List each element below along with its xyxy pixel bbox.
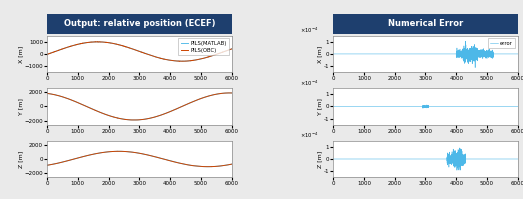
PILS(MATLAB) <box>88 154 94 156</box>
PILS(OBC) <box>203 166 209 168</box>
PILS(OBC) <box>229 163 235 165</box>
Y-axis label: Z [m]: Z [m] <box>317 150 322 168</box>
Legend: PILS(MATLAB), PILS(OBC): PILS(MATLAB), PILS(OBC) <box>178 38 229 55</box>
PILS(MATLAB) <box>207 165 213 168</box>
PILS(OBC) <box>46 52 52 55</box>
PILS(MATLAB) <box>229 92 235 94</box>
PILS(MATLAB) <box>226 92 233 94</box>
PILS(OBC) <box>226 163 232 166</box>
PILS(OBC) <box>128 151 134 153</box>
PILS(MATLAB) <box>226 49 232 51</box>
Line: PILS(MATLAB): PILS(MATLAB) <box>47 151 232 167</box>
Line: PILS(OBC): PILS(OBC) <box>47 93 232 120</box>
PILS(MATLAB) <box>183 163 189 166</box>
PILS(MATLAB) <box>116 150 122 152</box>
PILS(OBC) <box>88 107 94 109</box>
PILS(MATLAB) <box>94 41 100 43</box>
PILS(OBC) <box>46 164 52 166</box>
PILS(OBC) <box>183 103 189 106</box>
PILS(OBC) <box>115 150 121 152</box>
Text: $\times10^{-4}$: $\times10^{-4}$ <box>300 78 319 88</box>
Line: PILS(OBC): PILS(OBC) <box>47 151 232 167</box>
PILS(OBC) <box>44 92 50 95</box>
Legend: error: error <box>488 38 515 48</box>
PILS(OBC) <box>179 60 185 62</box>
Y-axis label: X [m]: X [m] <box>317 45 322 62</box>
PILS(OBC) <box>183 163 189 166</box>
Text: $\times10^{-4}$: $\times10^{-4}$ <box>300 26 319 35</box>
PILS(OBC) <box>226 92 232 94</box>
PILS(MATLAB) <box>44 164 50 166</box>
Line: PILS(OBC): PILS(OBC) <box>47 42 232 61</box>
PILS(MATLAB) <box>128 119 134 121</box>
PILS(MATLAB) <box>183 103 189 106</box>
PILS(MATLAB) <box>128 151 134 153</box>
PILS(MATLAB) <box>179 60 185 62</box>
Y-axis label: Y [m]: Y [m] <box>18 98 23 115</box>
Text: Numerical Error: Numerical Error <box>388 19 463 28</box>
PILS(MATLAB) <box>226 92 232 94</box>
PILS(MATLAB) <box>183 60 189 62</box>
PILS(MATLAB) <box>207 95 213 97</box>
PILS(OBC) <box>46 93 52 95</box>
PILS(OBC) <box>88 41 94 43</box>
PILS(OBC) <box>226 49 232 51</box>
Y-axis label: X [m]: X [m] <box>18 45 23 62</box>
Line: PILS(MATLAB): PILS(MATLAB) <box>47 42 232 61</box>
Text: $\times10^{-4}$: $\times10^{-4}$ <box>300 131 319 140</box>
PILS(MATLAB) <box>44 92 50 95</box>
PILS(MATLAB) <box>207 55 213 58</box>
PILS(MATLAB) <box>46 52 52 55</box>
PILS(MATLAB) <box>226 163 232 166</box>
PILS(OBC) <box>207 55 213 58</box>
PILS(MATLAB) <box>88 41 94 43</box>
Text: Output: relative position (ECEF): Output: relative position (ECEF) <box>64 19 215 28</box>
PILS(MATLAB) <box>44 53 50 56</box>
PILS(MATLAB) <box>131 119 138 121</box>
PILS(MATLAB) <box>46 164 52 166</box>
Line: PILS(MATLAB): PILS(MATLAB) <box>47 93 232 120</box>
PILS(MATLAB) <box>46 93 52 95</box>
PILS(OBC) <box>207 165 213 168</box>
PILS(OBC) <box>88 154 94 156</box>
PILS(OBC) <box>132 119 139 121</box>
PILS(OBC) <box>183 60 189 62</box>
Y-axis label: Y [m]: Y [m] <box>317 98 322 115</box>
PILS(OBC) <box>207 95 213 97</box>
PILS(OBC) <box>128 47 134 50</box>
PILS(OBC) <box>128 119 134 121</box>
PILS(OBC) <box>95 41 101 43</box>
Y-axis label: Z [m]: Z [m] <box>18 150 23 168</box>
PILS(MATLAB) <box>88 107 94 109</box>
PILS(MATLAB) <box>128 47 134 50</box>
PILS(OBC) <box>44 164 50 166</box>
PILS(MATLAB) <box>229 48 235 50</box>
PILS(MATLAB) <box>205 166 211 168</box>
PILS(OBC) <box>44 53 50 56</box>
PILS(OBC) <box>229 92 235 94</box>
PILS(OBC) <box>229 48 235 50</box>
PILS(MATLAB) <box>229 163 235 165</box>
PILS(OBC) <box>228 92 234 94</box>
